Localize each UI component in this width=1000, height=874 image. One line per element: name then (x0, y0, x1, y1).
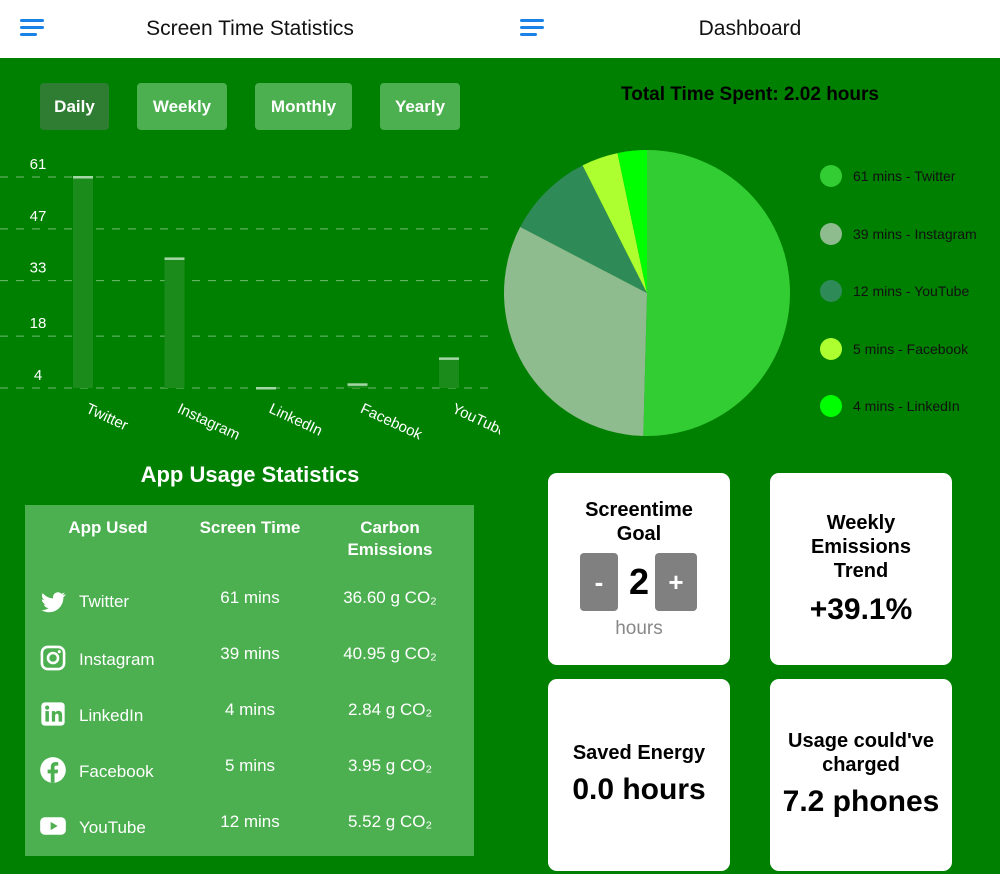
bar-cap (256, 387, 276, 390)
card-value: 7.2 phones (782, 785, 940, 818)
range-weekly-button[interactable]: Weekly (137, 83, 227, 130)
y-tick-label: 33 (30, 260, 47, 277)
legend-label: 5 mins - Facebook (853, 341, 969, 357)
carbon-emissions: 36.60 g CO₂ (343, 588, 437, 607)
goal-unit: hours (615, 618, 663, 639)
table-row: YouTube 12 mins 5.52 g CO₂ (25, 812, 474, 868)
legend-label: 12 mins - YouTube (853, 283, 970, 299)
range-monthly-button[interactable]: Monthly (255, 83, 352, 130)
carbon-emissions: 40.95 g CO₂ (343, 644, 437, 663)
card-title: Weekly Emissions Trend (810, 512, 912, 582)
y-tick-label: 61 (30, 156, 47, 173)
dashboard-screen: Dashboard Total Time Spent: 2.02 hours 6… (500, 0, 1000, 874)
carbon-emissions: 3.95 g CO₂ (347, 756, 433, 775)
table-row: LinkedIn 4 mins 2.84 g CO₂ (25, 700, 474, 756)
app-name: LinkedIn (79, 706, 144, 725)
column-header-emissions: Carbon Emissions (347, 518, 433, 559)
x-tick-label: Twitter (83, 400, 130, 434)
increase-goal-button[interactable]: + (655, 553, 697, 611)
card-title: Saved Energy (572, 742, 706, 764)
phones-charged-card: Usage could've charged 7.2 phones (770, 679, 952, 871)
header: Screen Time Statistics (0, 0, 500, 58)
table-row: Facebook 5 mins 3.95 g CO₂ (25, 756, 474, 812)
card-value: 0.0 hours (572, 773, 706, 806)
y-tick-label: 4 (34, 367, 42, 384)
x-tick-label: LinkedIn (266, 400, 325, 439)
screen-time: 12 mins (220, 812, 280, 831)
app-usage-title: App Usage Statistics (140, 462, 360, 487)
y-tick-label: 47 (30, 208, 47, 225)
column-header-app: App Used (68, 518, 148, 537)
pie-slice (643, 150, 790, 436)
carbon-emissions: 5.52 g CO₂ (347, 812, 433, 831)
legend-color-dot (820, 395, 842, 417)
y-tick-label: 18 (30, 315, 47, 332)
app-name: YouTube (79, 818, 146, 837)
table-row: Twitter 61 mins 36.60 g CO₂ (25, 588, 474, 644)
card-title: Usage could've charged (788, 730, 934, 776)
page-title: Screen Time Statistics (146, 17, 354, 40)
bar (347, 384, 368, 388)
weekly-emissions-trend-card: Weekly Emissions Trend +39.1% (770, 473, 952, 665)
legend-color-dot (820, 338, 842, 360)
screen-time: 5 mins (224, 756, 276, 775)
card-value: +39.1% (809, 593, 913, 626)
facebook-icon (40, 757, 66, 783)
menu-icon[interactable] (20, 19, 44, 37)
card-title: Screentime Goal (585, 499, 693, 545)
legend-color-dot (820, 223, 842, 245)
goal-value: 2 (628, 561, 650, 602)
bar (164, 258, 185, 388)
pie-slice (582, 153, 647, 293)
screen-time: 61 mins (220, 588, 280, 607)
page-title: Dashboard (698, 17, 802, 40)
screen-time-bar-chart: 4 18 33 47 61 Twitter Instagram LinkedIn Faceboo… (0, 156, 500, 442)
saved-energy-card: Saved Energy 0.0 hours (548, 679, 730, 871)
bar (73, 177, 93, 388)
x-tick-label: Instagram (175, 400, 243, 442)
screentime-goal-card: Screentime Goal - 2 + hours (548, 473, 730, 665)
pie-slice (504, 226, 647, 436)
column-header-time: Screen Time (199, 518, 301, 537)
decrease-goal-button[interactable]: - (580, 553, 618, 611)
x-tick-label: YouTube (449, 400, 500, 440)
pie-slice (520, 165, 647, 293)
header: Dashboard (500, 0, 1000, 58)
x-tick-label: Facebook (358, 400, 425, 442)
app-name: Instagram (79, 650, 155, 669)
app-usage-pie-chart (504, 150, 790, 436)
range-daily-button[interactable]: Daily (40, 83, 109, 130)
legend-color-dot (820, 165, 842, 187)
instagram-icon (40, 645, 66, 671)
youtube-icon (40, 817, 66, 835)
legend-label: 39 mins - Instagram (853, 226, 977, 242)
total-time-spent: Total Time Spent: 2.02 hours (621, 84, 879, 105)
legend-color-dot (820, 280, 842, 302)
screen-time-statistics-screen: Screen Time Statistics Daily Weekly Mont… (0, 0, 500, 874)
bar (439, 358, 459, 388)
bar-cap (347, 383, 368, 386)
menu-icon[interactable] (520, 19, 544, 37)
app-name: Twitter (79, 592, 130, 611)
range-yearly-button[interactable]: Yearly (380, 83, 460, 130)
screen-time: 39 mins (220, 644, 280, 663)
carbon-emissions: 2.84 g CO₂ (347, 700, 433, 719)
table-row: Instagram 39 mins 40.95 g CO₂ (25, 644, 474, 700)
bar-cap (164, 257, 185, 260)
bar-cap (73, 176, 93, 179)
pie-slice (617, 150, 647, 293)
bar-cap (439, 357, 459, 360)
twitter-icon (41, 592, 66, 613)
legend-label: 61 mins - Twitter (853, 168, 956, 184)
legend-label: 4 mins - LinkedIn (853, 398, 960, 414)
linkedin-icon (41, 702, 65, 726)
screen-time: 4 mins (224, 700, 276, 719)
app-name: Facebook (79, 762, 154, 781)
app-usage-table: App Used Screen Time Carbon Emissions Tw… (25, 505, 474, 856)
